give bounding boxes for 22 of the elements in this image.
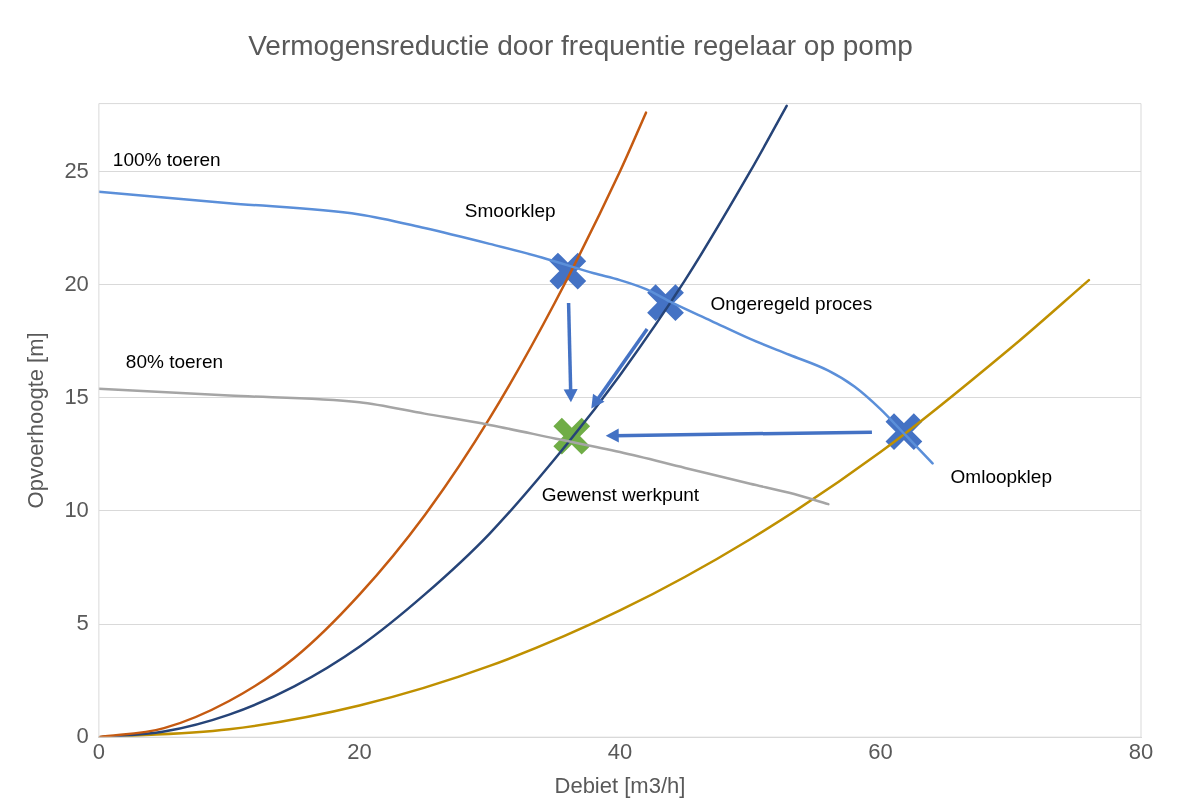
- x-tick-label: 80: [1128, 739, 1154, 765]
- x-tick-label: 40: [607, 739, 633, 765]
- annotation: Smoorklep: [464, 200, 556, 222]
- annotation: 100% toeren: [112, 149, 221, 171]
- y-tick-label: 25: [64, 157, 89, 183]
- y-tick-label: 15: [64, 383, 89, 409]
- x-tick-label: 0: [92, 739, 105, 765]
- chart-title: Vermogensreductie door frequentie regelaar op pomp: [248, 29, 913, 61]
- x-axis-title: Debiet [m3/h]: [554, 772, 686, 798]
- annotation: Ongeregeld proces: [710, 292, 873, 314]
- x-tick-label: 20: [347, 739, 372, 765]
- y-axis-title: Opvoerhoogte [m]: [23, 332, 49, 509]
- line-series: [98, 387, 830, 506]
- x-tick-label: 60: [868, 739, 893, 765]
- y-tick-label: 20: [64, 270, 89, 296]
- y-tick-label: 10: [64, 496, 89, 522]
- annotation: 80% toeren: [125, 350, 224, 372]
- y-tick-label: 5: [76, 610, 89, 636]
- annotation: Gewenst werkpunt: [541, 484, 700, 506]
- y-tick-label: 0: [76, 723, 89, 749]
- annotation: Omloopklep: [950, 465, 1052, 487]
- line-series: [98, 190, 934, 465]
